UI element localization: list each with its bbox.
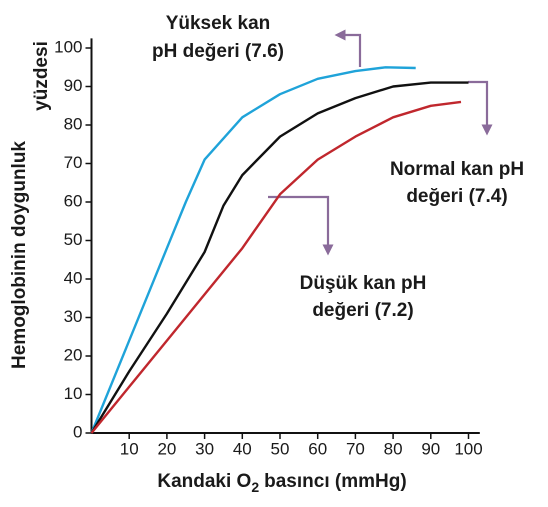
x-tick-label: 10 — [120, 439, 139, 458]
x-tick-label: 20 — [157, 439, 176, 458]
x-axis-label: Kandaki O2 basıncı (mmHg) — [157, 471, 406, 495]
annotation: Yüksek kan — [166, 13, 271, 34]
x-tick-label: 40 — [233, 439, 252, 458]
y-tick-label: 90 — [64, 76, 83, 95]
arrow — [268, 195, 334, 256]
arrow — [468, 80, 493, 136]
annotation: Düşük kan pH — [300, 273, 427, 294]
y-tick-label: 100 — [54, 37, 82, 56]
curve — [90, 81, 469, 434]
x-tick-label: 100 — [454, 439, 482, 458]
x-tick-label: 60 — [308, 439, 327, 458]
x-label-text: Kandaki O — [157, 471, 251, 492]
y-tick-label: 30 — [64, 307, 83, 326]
arrow — [334, 29, 362, 67]
y-tick-label: 80 — [64, 114, 83, 133]
x-tick-label: 80 — [384, 439, 403, 458]
x-tick-label: 90 — [421, 439, 440, 458]
y-tick-label: 20 — [64, 345, 83, 364]
x-label-sub: 2 — [251, 479, 259, 495]
x-tick-label: 30 — [195, 439, 214, 458]
y-tick-label: 0 — [73, 422, 82, 441]
x-tick-label: 50 — [271, 439, 290, 458]
annotation: değeri (7.2) — [312, 300, 413, 321]
annotation: Normal kan pH — [390, 159, 524, 180]
y-tick-label: 50 — [64, 230, 83, 249]
x-tick-label: 70 — [346, 439, 365, 458]
y-tick-label: 40 — [64, 268, 83, 287]
curve — [90, 66, 416, 434]
y-tick-label: 10 — [64, 384, 83, 403]
curve — [90, 100, 462, 434]
y-tick-label: 60 — [64, 191, 83, 210]
x-label-text: basıncı (mmHg) — [264, 471, 407, 492]
annotation: pH değeri (7.6) — [152, 41, 284, 62]
annotation: değeri (7.4) — [406, 186, 507, 207]
arrows — [268, 29, 493, 256]
y-axis-label: Hemoglobinin doygunluk — [9, 141, 30, 369]
y-axis-label: yüzdesi — [31, 41, 52, 111]
y-tick-label: 70 — [64, 153, 83, 172]
